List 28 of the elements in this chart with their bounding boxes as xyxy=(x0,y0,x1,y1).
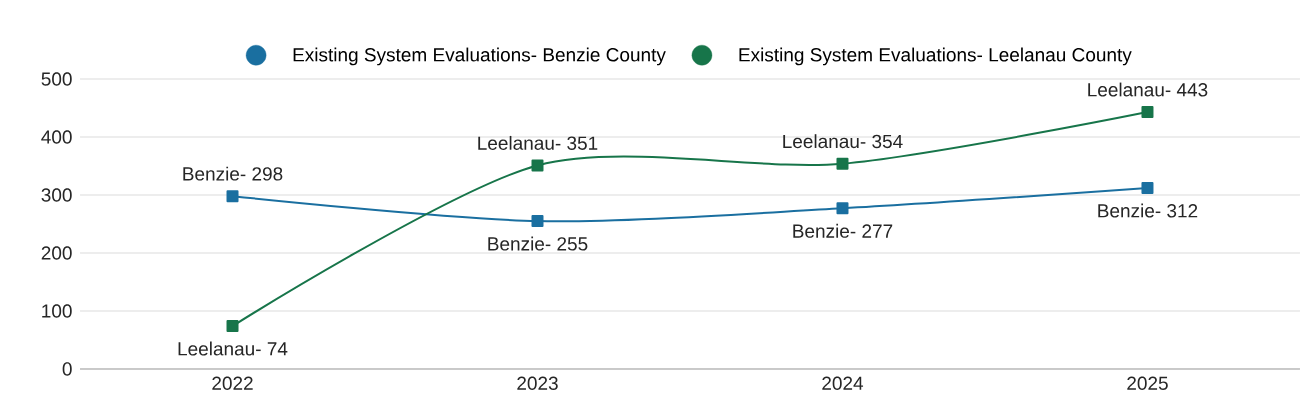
point xyxy=(531,159,544,172)
legend-label: Existing System Evaluations- Leelanau County xyxy=(739,47,1132,66)
x-tick-label: 2023 xyxy=(517,376,558,390)
data-label: Leelanau- 354 xyxy=(783,134,903,149)
y-tick-label: 100 xyxy=(42,304,72,318)
y-tick-label: 200 xyxy=(41,246,72,260)
data-label: Leelanau- 351 xyxy=(478,135,598,150)
point xyxy=(836,157,849,170)
x-tick-label: 2022 xyxy=(212,376,253,390)
data-label: Leelanau- 74 xyxy=(178,341,288,356)
point xyxy=(836,202,849,215)
point xyxy=(1141,106,1154,119)
y-tick-label: 300 xyxy=(41,188,72,202)
data-label: Benzie- 312 xyxy=(1098,203,1198,218)
data-label: Benzie- 298 xyxy=(183,166,283,181)
data-label: Benzie- 255 xyxy=(488,236,588,251)
y-tick-label: 400 xyxy=(41,130,72,144)
point xyxy=(531,215,544,228)
x-tick-label: 2024 xyxy=(822,376,864,390)
x-tick-label: 2025 xyxy=(1127,376,1168,390)
legend-label: Existing System Evaluations- Benzie County xyxy=(293,47,666,66)
point xyxy=(226,190,239,203)
data-label: Leelanau- 443 xyxy=(1088,82,1208,97)
y-tick-label: 500 xyxy=(41,72,72,86)
y-tick-label: 0 xyxy=(62,362,72,376)
data-label: Benzie- 277 xyxy=(793,223,893,238)
point xyxy=(1141,182,1154,195)
point xyxy=(226,320,239,333)
